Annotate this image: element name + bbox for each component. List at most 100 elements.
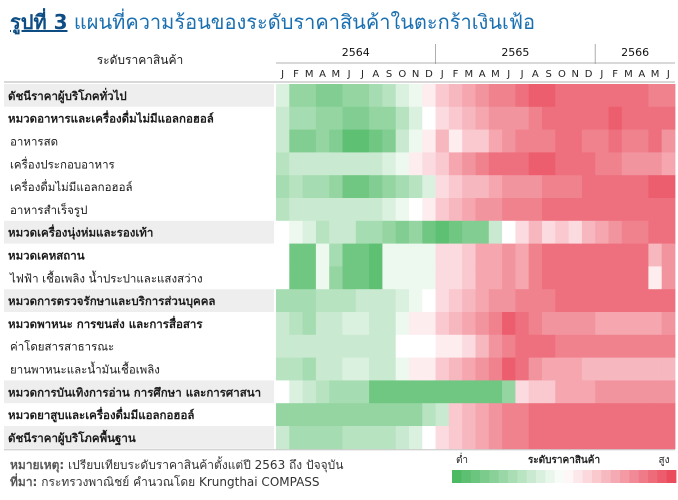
heatmap-cell (382, 266, 397, 290)
heatmap-cell (422, 106, 436, 130)
source-label: ที่มา: (10, 475, 38, 489)
heatmap-cell (355, 380, 370, 404)
heatmap-cell (422, 243, 436, 267)
heatmap-cell (475, 357, 490, 381)
heatmap-cell (395, 334, 410, 358)
heatmap-cell (488, 198, 503, 222)
heatmap-cell (475, 334, 490, 358)
heatmap-cell (276, 289, 290, 313)
row-label: หมวดยาสูบและเครื่องดื่มมีแอลกอฮอล์ (8, 406, 194, 423)
heatmap-cell (462, 84, 476, 108)
heatmap-cell (475, 220, 490, 244)
heatmap-cell (276, 84, 290, 108)
heatmap-cell (581, 84, 596, 108)
heatmap-cell (515, 220, 530, 244)
heatmap-cell (395, 357, 410, 381)
heatmap-cell (475, 106, 490, 130)
heatmap-cell (528, 84, 543, 108)
heatmap-cell (635, 380, 649, 404)
heatmap-cell (409, 334, 423, 358)
heatmap-cell (502, 152, 516, 176)
heatmap-cell (581, 334, 596, 358)
heatmap-cell (422, 312, 436, 336)
heatmap-cell (382, 357, 397, 381)
heatmap-cell (342, 129, 357, 153)
heatmap-cell (555, 129, 569, 153)
heatmap-cell (302, 106, 317, 130)
heatmap-cell (422, 175, 436, 199)
heatmap-cell (369, 312, 383, 336)
heatmap-cell (581, 152, 596, 176)
heatmap-cell (435, 175, 450, 199)
heatmap-cell (342, 289, 357, 313)
year-label: 2566 (621, 46, 649, 59)
heatmap-cell (302, 312, 317, 336)
heatmap-cell (542, 289, 556, 313)
heatmap-cell (382, 289, 397, 313)
heatmap-cell (355, 266, 370, 290)
heatmap-cell (568, 426, 583, 450)
heatmap-cell (488, 106, 503, 130)
heatmap-cell (395, 289, 410, 313)
heatmap-cell (568, 312, 583, 336)
heatmap-cell (276, 175, 290, 199)
heatmap-cell (462, 380, 476, 404)
heatmap-cell (608, 312, 623, 336)
heatmap-cell (568, 357, 583, 381)
legend-swatch (545, 470, 556, 483)
heatmap-cell (289, 357, 303, 381)
title-text: แผนที่ความร้อนของระดับราคาสินค้าในตะกร้า… (73, 10, 535, 34)
month-tick-label: M (624, 69, 633, 80)
heatmap-cell (635, 84, 649, 108)
heatmap-cell (382, 129, 397, 153)
heatmap-cell (315, 106, 330, 130)
heatmap-cell (342, 426, 357, 450)
heatmap-cell (395, 175, 410, 199)
heatmap-cell (409, 175, 423, 199)
heatmap-cell (448, 380, 463, 404)
heatmap-cell (661, 403, 676, 427)
legend-swatch (536, 470, 546, 483)
heatmap-cell (329, 175, 343, 199)
heatmap-cell (422, 152, 436, 176)
heatmap-cell (462, 152, 476, 176)
row-shade (4, 289, 274, 312)
month-tick-label: A (638, 69, 645, 80)
heatmap-cell (462, 289, 476, 313)
heatmap-cell (502, 243, 516, 267)
heatmap-cell (581, 129, 596, 153)
heatmap-cell (595, 220, 609, 244)
heatmap-cell (528, 357, 543, 381)
heatmap-cell (595, 106, 609, 130)
heatmap-cell (369, 106, 383, 130)
heatmap-cell (502, 403, 516, 427)
heatmap-cell (648, 312, 663, 336)
legend-swatch (526, 470, 537, 483)
heatmap-cell (276, 357, 290, 381)
heatmap-cell (661, 289, 676, 313)
heatmap-cell (661, 266, 676, 290)
heatmap-cell (448, 243, 463, 267)
heatmap-cell (581, 312, 596, 336)
heatmap-cell (621, 357, 636, 381)
heatmap-cell (528, 334, 543, 358)
month-tick-label: F (612, 69, 618, 80)
heatmap-cell (462, 220, 476, 244)
heatmap-cell (608, 175, 623, 199)
month-tick-label: A (319, 69, 326, 80)
heatmap-cell (355, 426, 370, 450)
heatmap-cell (315, 175, 330, 199)
heatmap-cell (369, 380, 383, 404)
heatmap-cell (542, 220, 556, 244)
heatmap-cell (621, 106, 636, 130)
heatmap-cell (555, 312, 569, 336)
heatmap-cell (515, 243, 530, 267)
heatmap-cell (315, 403, 330, 427)
heatmap-cell (528, 380, 543, 404)
heatmap-cell (435, 403, 450, 427)
heatmap-cell (515, 175, 530, 199)
heatmap-cell (435, 152, 450, 176)
heatmap-cell (648, 334, 663, 358)
legend-swatch (582, 470, 593, 483)
heatmap-cell (409, 106, 423, 130)
